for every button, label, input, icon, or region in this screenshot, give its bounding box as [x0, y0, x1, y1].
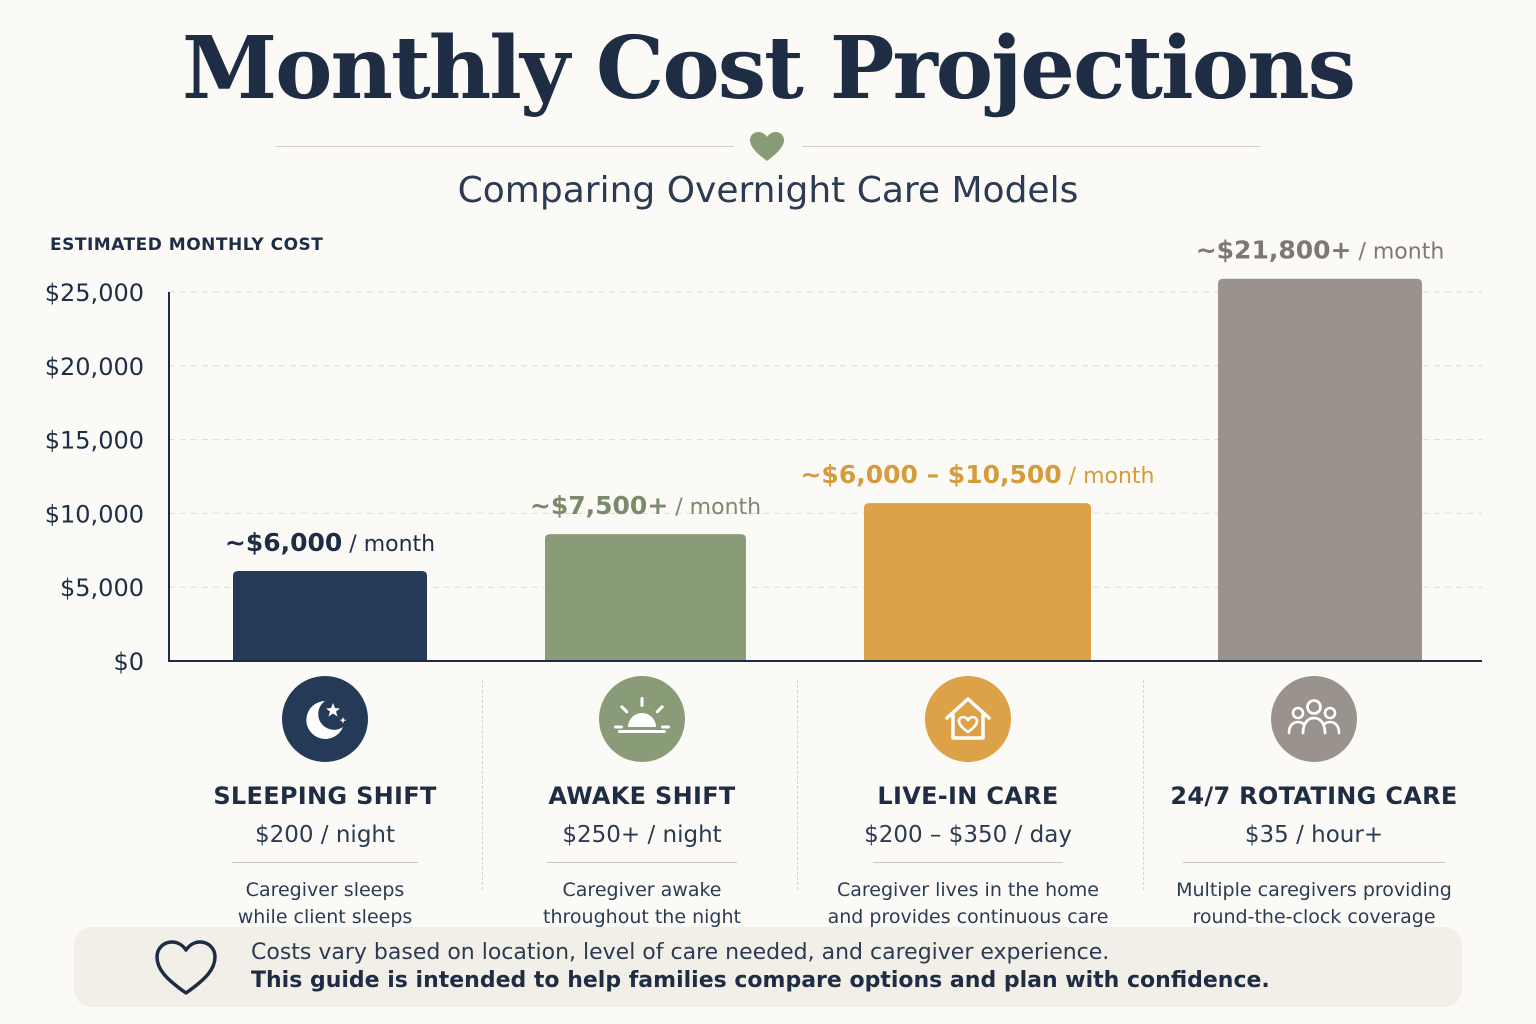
- category-desc-line2: and provides continuous care: [827, 906, 1109, 928]
- category-desc-line1: Multiple caregivers providing: [1176, 879, 1452, 901]
- bar-data-label: ~$6,000 – $10,500 / month: [800, 460, 1154, 489]
- category-name: AWAKE SHIFT: [548, 782, 736, 810]
- house-heart-icon: [925, 676, 1011, 762]
- title-divider-left: [276, 146, 734, 147]
- column-divider: [482, 680, 483, 890]
- title-divider-right: [802, 146, 1260, 147]
- category-24-7-rotating-care: 24/7 ROTATING CARE $35 / hour+ Multiple …: [1170, 676, 1458, 931]
- category-price: $35 / hour+: [1244, 822, 1384, 848]
- moon-stars-icon: [282, 676, 368, 762]
- category-divider: [873, 862, 1063, 863]
- category-desc-line2: while client sleeps: [237, 906, 413, 928]
- category-live-in-care: LIVE-IN CARE $200 – $350 / day Caregiver…: [818, 676, 1118, 931]
- bar-data-label: ~$7,500+ / month: [530, 491, 761, 520]
- bar-data-label: ~$6,000 / month: [225, 528, 435, 557]
- bar: [1218, 278, 1422, 661]
- category-price: $200 – $350 / day: [864, 822, 1072, 848]
- y-tick-label: $15,000: [45, 427, 144, 455]
- category-price: $200 / night: [254, 822, 396, 848]
- category-desc-line1: Caregiver awake: [562, 879, 722, 901]
- column-divider: [797, 680, 798, 890]
- heart-outline-icon: [155, 940, 217, 995]
- category-desc-line2: round-the-clock coverage: [1192, 906, 1436, 928]
- category-divider: [232, 862, 418, 863]
- footer-note: Costs vary based on location, level of c…: [74, 927, 1462, 1007]
- category-awake-shift: AWAKE SHIFT $250+ / night Caregiver awak…: [512, 676, 772, 931]
- category-desc-line1: Caregiver sleeps: [245, 879, 405, 901]
- category-divider: [1183, 862, 1445, 863]
- bar: [545, 534, 746, 661]
- y-axis-title: ESTIMATED MONTHLY COST: [50, 235, 324, 255]
- category-divider: [547, 862, 737, 863]
- people-group-icon: [1271, 676, 1357, 762]
- bar-chart: $0 $5,000 $10,000 $15,000 $20,000 $25,000 ~$6,…: [45, 236, 1482, 676]
- page-title: Monthly Cost Projections: [181, 18, 1356, 119]
- category-name: 24/7 ROTATING CARE: [1170, 782, 1458, 810]
- category-desc-line1: Caregiver lives in the home: [837, 879, 1099, 901]
- column-divider: [1143, 680, 1144, 890]
- y-tick-label: $20,000: [45, 353, 144, 381]
- category-desc-line2: throughout the night: [543, 906, 741, 928]
- heart-icon: [750, 132, 784, 161]
- category-sleeping-shift: SLEEPING SHIFT $200 / night Caregiver sl…: [205, 676, 445, 931]
- bar: [233, 570, 427, 661]
- page-subtitle: Comparing Overnight Care Models: [457, 170, 1079, 211]
- category-price: $250+ / night: [562, 822, 722, 848]
- category-name: LIVE-IN CARE: [877, 782, 1059, 810]
- bar: [864, 503, 1091, 661]
- y-tick-label: $0: [113, 648, 144, 676]
- footer-line-2: This guide is intended to help families …: [251, 968, 1270, 993]
- bar-data-label: ~$21,800+ / month: [1196, 236, 1445, 265]
- y-tick-label: $25,000: [45, 279, 144, 307]
- y-tick-label: $10,000: [45, 500, 144, 528]
- footer-line-1: Costs vary based on location, level of c…: [251, 940, 1110, 965]
- sunrise-icon: [599, 676, 685, 762]
- y-tick-label: $5,000: [60, 574, 144, 602]
- category-name: SLEEPING SHIFT: [213, 782, 437, 810]
